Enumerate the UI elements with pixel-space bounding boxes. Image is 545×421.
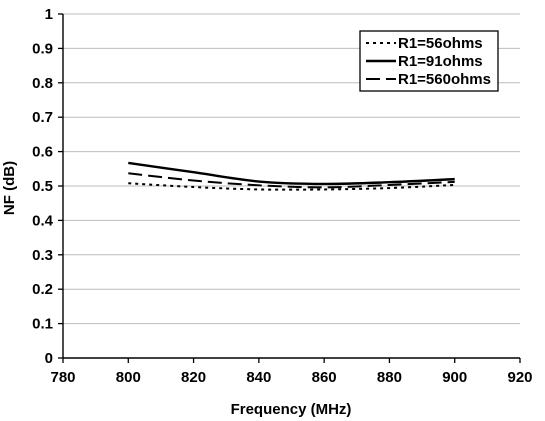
y-tick-label: 0 <box>45 350 53 367</box>
legend-label: R1=56ohms <box>398 35 483 52</box>
y-tick-label: 0.4 <box>32 212 54 229</box>
y-tick-label: 0.6 <box>32 144 53 161</box>
x-tick-label: 780 <box>50 369 75 386</box>
y-axis-title: NF (dB) <box>1 161 18 215</box>
x-tick-label: 860 <box>312 369 337 386</box>
x-tick-label: 820 <box>181 369 206 386</box>
x-tick-label: 920 <box>507 369 532 386</box>
y-tick-label: 0.1 <box>32 316 53 333</box>
legend-label: R1=560ohms <box>398 71 491 88</box>
legend-label: R1=91ohms <box>398 53 483 70</box>
series-line-dashed <box>128 173 454 187</box>
y-tick-label: 0.2 <box>32 281 53 298</box>
x-axis-title: Frequency (MHz) <box>231 401 352 418</box>
y-tick-label: 0.7 <box>32 109 53 126</box>
x-tick-label: 840 <box>246 369 271 386</box>
x-tick-label: 900 <box>442 369 467 386</box>
series-line-solid <box>128 163 454 184</box>
y-tick-label: 0.5 <box>32 178 53 195</box>
y-tick-label: 0.8 <box>32 75 53 92</box>
y-tick-label: 0.3 <box>32 247 53 264</box>
y-tick-label: 1 <box>45 6 53 23</box>
x-tick-label: 880 <box>377 369 402 386</box>
x-tick-label: 800 <box>116 369 141 386</box>
y-tick-label: 0.9 <box>32 40 53 57</box>
